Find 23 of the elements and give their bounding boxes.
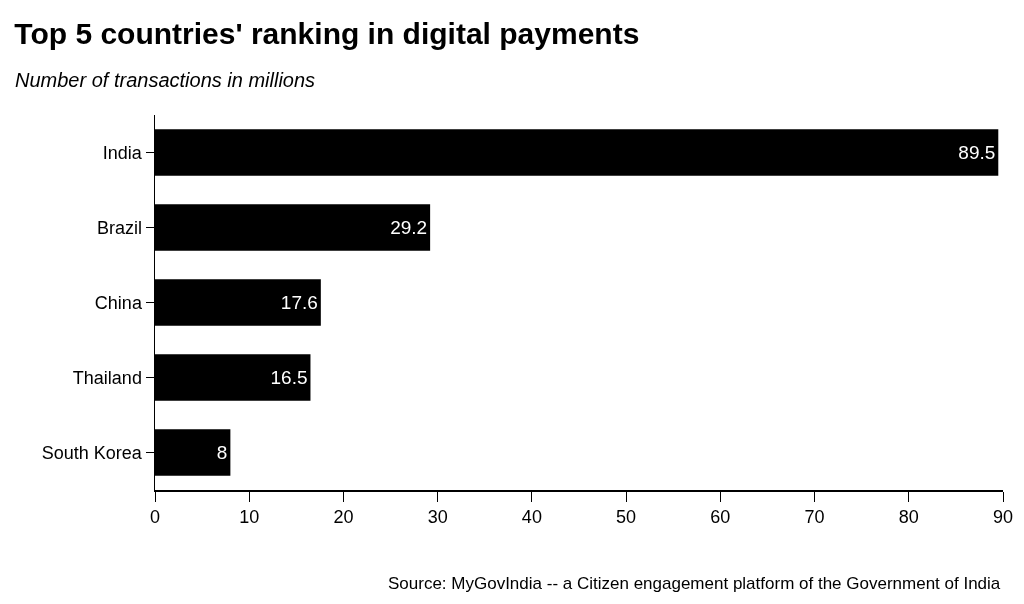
chart-subtitle: Number of transactions in millions (15, 69, 316, 91)
data-label: 89.5 (958, 142, 996, 163)
y-tick-label: Thailand (72, 367, 142, 388)
x-tick-label: 20 (333, 507, 354, 528)
x-tick-label: 40 (521, 507, 542, 528)
x-tick-label: 60 (710, 507, 731, 528)
data-label: 17.6 (280, 292, 318, 313)
x-tick-label: 50 (616, 507, 637, 528)
y-tick-label: Brazil (96, 217, 142, 238)
x-tick-label: 0 (149, 507, 161, 528)
y-tick-label: China (94, 292, 143, 313)
data-label: 8 (216, 442, 228, 463)
x-tick-label: 90 (992, 507, 1014, 528)
y-tick-label: South Korea (41, 442, 143, 463)
x-tick-label: 80 (898, 507, 919, 528)
source-note: Source: MyGovIndia -- a Citizen engagement platform of the Government of India (388, 574, 1001, 593)
x-tick-label: 70 (804, 507, 825, 528)
data-label: 29.2 (390, 217, 428, 238)
y-tick-label: India (102, 142, 143, 163)
chart-title: Top 5 countries' ranking in digital payments (14, 16, 640, 50)
data-label: 16.5 (270, 367, 308, 388)
x-tick-label: 30 (427, 507, 448, 528)
x-tick-label: 10 (239, 507, 260, 528)
